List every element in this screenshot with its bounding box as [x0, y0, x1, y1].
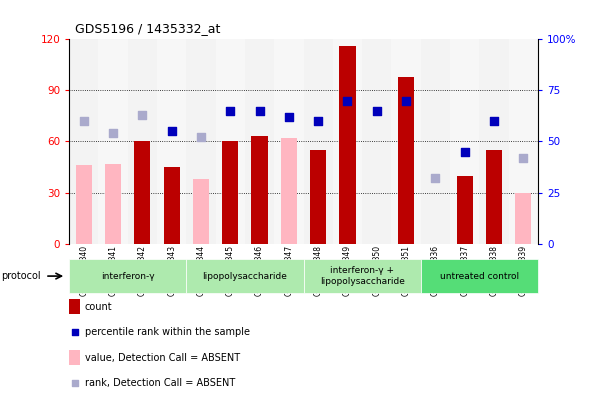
- Point: [225, 108, 235, 114]
- Point: [70, 329, 79, 335]
- Bar: [333, 39, 362, 244]
- Bar: [486, 150, 502, 244]
- Point: [489, 118, 499, 124]
- Bar: [450, 39, 480, 244]
- Text: untreated control: untreated control: [440, 272, 519, 281]
- Bar: [281, 138, 297, 244]
- Bar: [186, 39, 216, 244]
- Point: [372, 108, 382, 114]
- Point: [313, 118, 323, 124]
- Point: [108, 130, 118, 136]
- Bar: [274, 39, 304, 244]
- Bar: [421, 39, 450, 244]
- Point: [167, 128, 177, 134]
- Bar: [480, 39, 508, 244]
- Bar: [193, 179, 209, 244]
- Point: [138, 112, 147, 118]
- Bar: [391, 39, 421, 244]
- Text: rank, Detection Call = ABSENT: rank, Detection Call = ABSENT: [85, 378, 235, 388]
- Text: value, Detection Call = ABSENT: value, Detection Call = ABSENT: [85, 353, 240, 363]
- Text: GDS5196 / 1435332_at: GDS5196 / 1435332_at: [75, 22, 221, 35]
- Bar: [216, 39, 245, 244]
- Point: [401, 97, 411, 104]
- Text: count: count: [85, 301, 112, 312]
- Bar: [340, 46, 356, 244]
- Bar: [99, 39, 127, 244]
- Point: [79, 118, 88, 124]
- Text: interferon-γ: interferon-γ: [101, 272, 154, 281]
- Text: interferon-γ +
lipopolysaccharide: interferon-γ + lipopolysaccharide: [320, 266, 404, 286]
- Bar: [134, 141, 150, 244]
- Point: [519, 155, 528, 161]
- Bar: [69, 39, 99, 244]
- Point: [284, 114, 294, 120]
- Bar: [362, 39, 391, 244]
- Bar: [222, 141, 239, 244]
- Text: percentile rank within the sample: percentile rank within the sample: [85, 327, 250, 337]
- Bar: [105, 163, 121, 244]
- Text: lipopolysaccharide: lipopolysaccharide: [203, 272, 287, 281]
- Point: [430, 175, 440, 182]
- Bar: [128, 39, 157, 244]
- Bar: [508, 39, 538, 244]
- Text: protocol: protocol: [1, 271, 41, 281]
- Bar: [157, 39, 186, 244]
- Bar: [310, 150, 326, 244]
- Bar: [515, 193, 531, 244]
- Bar: [398, 77, 414, 244]
- Bar: [251, 136, 267, 244]
- Point: [196, 134, 206, 141]
- Point: [460, 149, 469, 155]
- Bar: [457, 176, 473, 244]
- Bar: [245, 39, 274, 244]
- Point: [255, 108, 264, 114]
- Bar: [304, 39, 333, 244]
- Point: [343, 97, 352, 104]
- Point: [70, 380, 79, 386]
- Bar: [76, 165, 92, 244]
- Bar: [163, 167, 180, 244]
